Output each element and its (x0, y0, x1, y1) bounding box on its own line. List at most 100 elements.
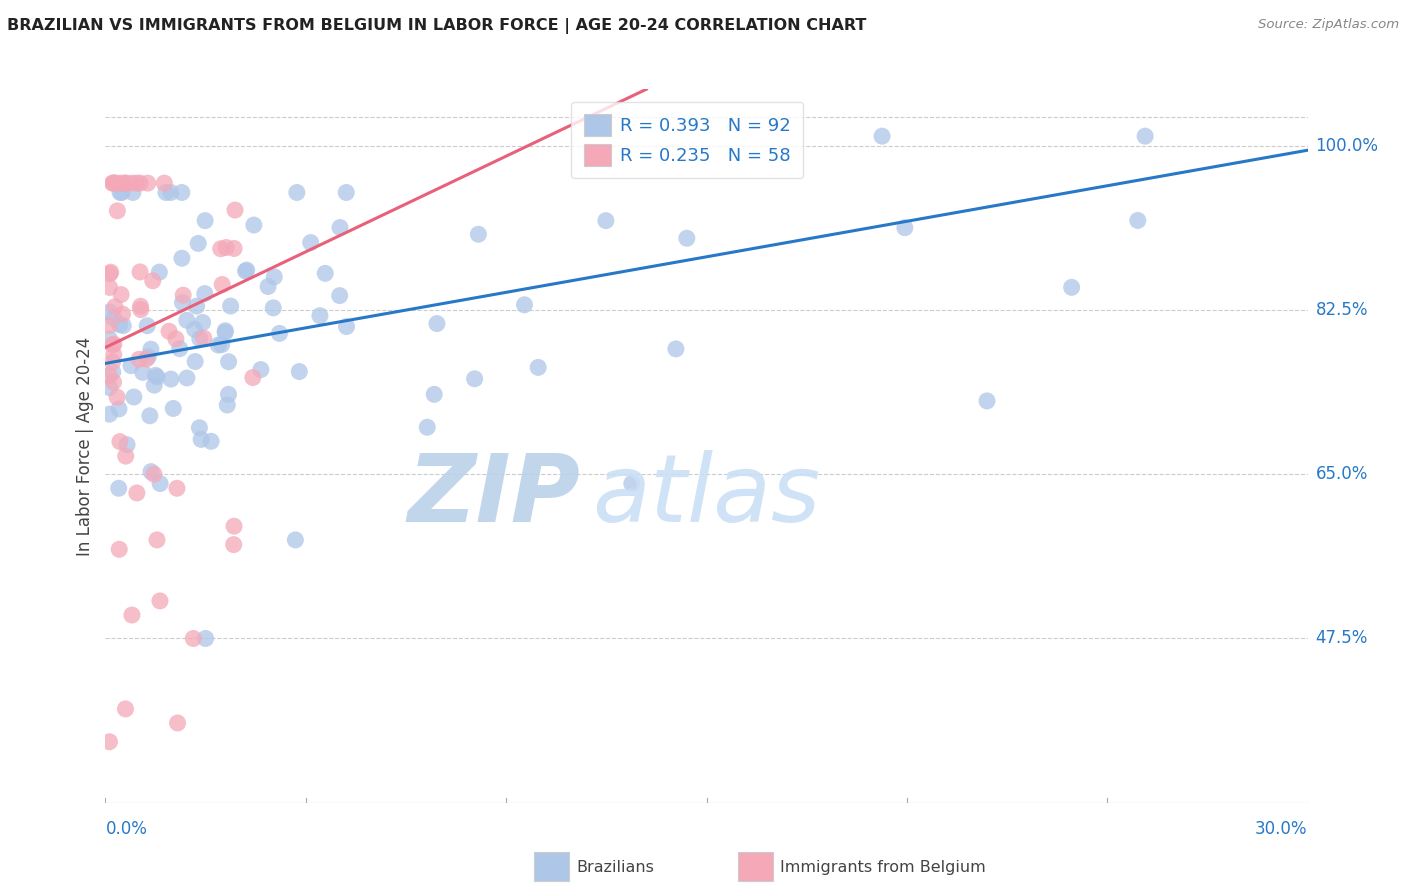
Point (218, 387, 240, 401)
Point (108, 401, 131, 416)
Text: Brazilians: Brazilians (576, 860, 654, 874)
Point (104, 176, 127, 190)
Point (103, 176, 125, 190)
Point (142, 467, 165, 482)
Point (108, 186, 131, 200)
Point (335, 319, 357, 334)
Point (114, 449, 136, 463)
Point (299, 235, 322, 250)
Point (145, 368, 167, 383)
Point (620, 476, 643, 491)
Point (111, 186, 134, 200)
Text: 30.0%: 30.0% (1256, 820, 1308, 838)
Point (149, 594, 172, 608)
Point (976, 393, 998, 408)
Point (1126, 213, 1149, 227)
Point (100, 265, 122, 279)
Point (128, 352, 150, 367)
Point (236, 263, 259, 277)
Point (184, 354, 207, 368)
Point (121, 607, 143, 622)
Point (114, 176, 136, 190)
Point (98, 407, 121, 421)
Point (103, 311, 125, 326)
Point (125, 176, 148, 190)
Point (595, 213, 617, 227)
Point (103, 375, 125, 389)
Point (214, 324, 236, 338)
Point (269, 326, 291, 341)
Point (181, 632, 204, 646)
Point (329, 288, 352, 302)
Text: ZIP: ZIP (408, 450, 581, 542)
Point (285, 186, 308, 200)
Point (166, 481, 188, 495)
Point (423, 387, 446, 401)
Text: Immigrants from Belgium: Immigrants from Belgium (780, 860, 986, 874)
Point (98, 280, 121, 294)
Point (183, 322, 205, 336)
Point (98, 267, 121, 281)
Point (148, 265, 170, 279)
Text: BRAZILIAN VS IMMIGRANTS FROM BELGIUM IN LABOR FORCE | AGE 20-24 CORRELATION CHAR: BRAZILIAN VS IMMIGRANTS FROM BELGIUM IN … (7, 18, 866, 34)
Point (250, 362, 273, 376)
Point (675, 231, 697, 245)
Point (155, 186, 177, 200)
Point (139, 342, 162, 356)
Point (209, 242, 232, 256)
Point (235, 264, 257, 278)
Point (98, 305, 121, 319)
Point (139, 409, 162, 423)
Point (104, 300, 127, 314)
Point (218, 355, 240, 369)
Point (121, 176, 143, 190)
Text: Source: ZipAtlas.com: Source: ZipAtlas.com (1258, 18, 1399, 31)
Point (224, 202, 246, 217)
Point (190, 433, 212, 447)
Point (170, 251, 193, 265)
Point (166, 716, 188, 731)
Point (211, 337, 233, 351)
Point (176, 371, 198, 385)
Point (170, 186, 193, 200)
Text: 47.5%: 47.5% (1316, 630, 1368, 648)
Point (513, 298, 536, 312)
Point (187, 236, 209, 251)
Point (257, 279, 280, 293)
Point (219, 299, 242, 313)
Text: 100.0%: 100.0% (1316, 136, 1379, 154)
Y-axis label: In Labor Force | Age 20-24: In Labor Force | Age 20-24 (76, 336, 94, 556)
Point (136, 176, 159, 190)
Point (108, 434, 131, 449)
Point (146, 370, 169, 384)
Point (464, 372, 486, 386)
Point (111, 307, 134, 321)
Point (129, 265, 152, 279)
Point (103, 337, 125, 351)
Point (314, 266, 336, 280)
Text: 82.5%: 82.5% (1316, 301, 1368, 318)
Point (160, 372, 183, 386)
Point (136, 318, 159, 333)
Point (105, 203, 128, 218)
Point (98, 332, 121, 346)
Point (288, 365, 311, 379)
Point (467, 227, 489, 242)
Point (129, 302, 152, 317)
Point (120, 359, 142, 373)
Point (112, 318, 135, 333)
Point (98, 735, 121, 749)
Point (125, 486, 148, 500)
Point (104, 176, 127, 190)
Point (222, 519, 245, 533)
Point (335, 186, 357, 200)
Point (215, 240, 238, 254)
Point (243, 218, 266, 232)
Point (222, 538, 245, 552)
Point (110, 287, 132, 301)
Point (142, 274, 165, 288)
Point (107, 481, 129, 495)
Point (122, 390, 145, 404)
Text: 0.0%: 0.0% (105, 820, 148, 838)
Point (143, 378, 166, 392)
